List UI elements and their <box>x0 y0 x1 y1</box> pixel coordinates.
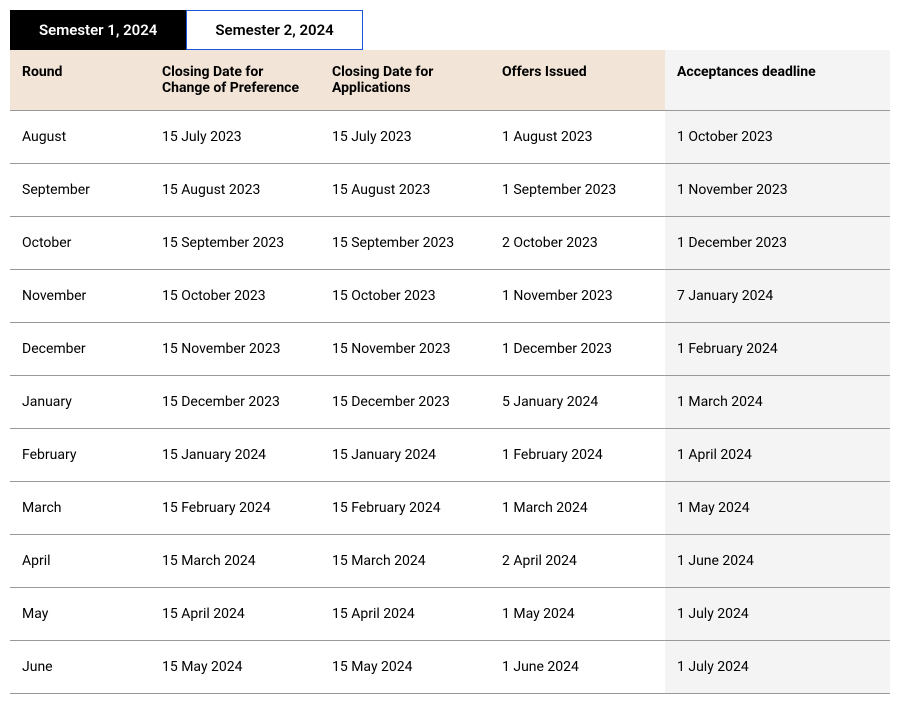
table-cell: 1 April 2024 <box>665 429 890 482</box>
table-cell: 1 November 2023 <box>665 164 890 217</box>
table-cell: September <box>10 164 150 217</box>
table-cell: 1 June 2024 <box>665 535 890 588</box>
table-cell: 15 January 2024 <box>320 429 490 482</box>
table-cell: 15 November 2023 <box>150 323 320 376</box>
table-cell: 5 January 2024 <box>490 376 665 429</box>
table-row: April15 March 202415 March 20242 April 2… <box>10 535 890 588</box>
table-row: June15 May 202415 May 20241 June 20241 J… <box>10 641 890 694</box>
table-cell: 15 February 2024 <box>150 482 320 535</box>
table-header-row: Round Closing Date for Change of Prefere… <box>10 50 890 111</box>
table-cell: 15 September 2023 <box>150 217 320 270</box>
table-cell: 15 April 2024 <box>320 588 490 641</box>
tab-semester-2[interactable]: Semester 2, 2024 <box>186 10 362 50</box>
table-row: November15 October 202315 October 20231 … <box>10 270 890 323</box>
table-cell: 1 February 2024 <box>490 429 665 482</box>
table-cell: 15 March 2024 <box>150 535 320 588</box>
table-cell: 1 March 2024 <box>665 376 890 429</box>
tab-semester-1[interactable]: Semester 1, 2024 <box>10 10 186 50</box>
table-cell: 15 December 2023 <box>320 376 490 429</box>
table-cell: 1 July 2024 <box>665 588 890 641</box>
table-cell: 2 October 2023 <box>490 217 665 270</box>
table-cell: 15 December 2023 <box>150 376 320 429</box>
table-cell: December <box>10 323 150 376</box>
table-cell: 15 May 2024 <box>150 641 320 694</box>
table-cell: 15 January 2024 <box>150 429 320 482</box>
table-cell: 1 June 2024 <box>490 641 665 694</box>
table-cell: 1 May 2024 <box>665 482 890 535</box>
deadlines-table: Round Closing Date for Change of Prefere… <box>10 50 890 694</box>
table-cell: 1 December 2023 <box>665 217 890 270</box>
table-cell: June <box>10 641 150 694</box>
table-row: October15 September 202315 September 202… <box>10 217 890 270</box>
column-header-round: Round <box>10 50 150 111</box>
table-cell: 15 March 2024 <box>320 535 490 588</box>
table-cell: May <box>10 588 150 641</box>
table-cell: 1 October 2023 <box>665 111 890 164</box>
table-cell: 15 April 2024 <box>150 588 320 641</box>
table-cell: 15 October 2023 <box>320 270 490 323</box>
column-header-offers-issued: Offers Issued <box>490 50 665 111</box>
table-cell: 2 April 2024 <box>490 535 665 588</box>
table-cell: April <box>10 535 150 588</box>
table-cell: 1 February 2024 <box>665 323 890 376</box>
table-row: February15 January 202415 January 20241 … <box>10 429 890 482</box>
table-cell: 15 May 2024 <box>320 641 490 694</box>
table-cell: 15 July 2023 <box>150 111 320 164</box>
column-header-acceptances-deadline: Acceptances deadline <box>665 50 890 111</box>
table-cell: 15 July 2023 <box>320 111 490 164</box>
table-cell: February <box>10 429 150 482</box>
table-cell: 1 September 2023 <box>490 164 665 217</box>
table-cell: August <box>10 111 150 164</box>
table-row: August15 July 202315 July 20231 August 2… <box>10 111 890 164</box>
semester-tabs: Semester 1, 2024 Semester 2, 2024 <box>10 10 890 50</box>
column-header-closing-applications: Closing Date for Applications <box>320 50 490 111</box>
table-cell: November <box>10 270 150 323</box>
table-cell: October <box>10 217 150 270</box>
table-cell: 15 September 2023 <box>320 217 490 270</box>
table-cell: 15 November 2023 <box>320 323 490 376</box>
table-cell: 1 July 2024 <box>665 641 890 694</box>
table-cell: 1 December 2023 <box>490 323 665 376</box>
table-cell: 1 August 2023 <box>490 111 665 164</box>
table-row: March15 February 202415 February 20241 M… <box>10 482 890 535</box>
table-row: December15 November 202315 November 2023… <box>10 323 890 376</box>
table-cell: 1 November 2023 <box>490 270 665 323</box>
table-cell: 7 January 2024 <box>665 270 890 323</box>
table-cell: 15 August 2023 <box>150 164 320 217</box>
table-row: January15 December 202315 December 20235… <box>10 376 890 429</box>
column-header-closing-preference: Closing Date for Change of Preference <box>150 50 320 111</box>
table-cell: March <box>10 482 150 535</box>
table-cell: 15 February 2024 <box>320 482 490 535</box>
table-row: September15 August 202315 August 20231 S… <box>10 164 890 217</box>
table-row: May15 April 202415 April 20241 May 20241… <box>10 588 890 641</box>
table-cell: 1 May 2024 <box>490 588 665 641</box>
table-cell: 1 March 2024 <box>490 482 665 535</box>
table-cell: 15 October 2023 <box>150 270 320 323</box>
table-cell: 15 August 2023 <box>320 164 490 217</box>
table-cell: January <box>10 376 150 429</box>
